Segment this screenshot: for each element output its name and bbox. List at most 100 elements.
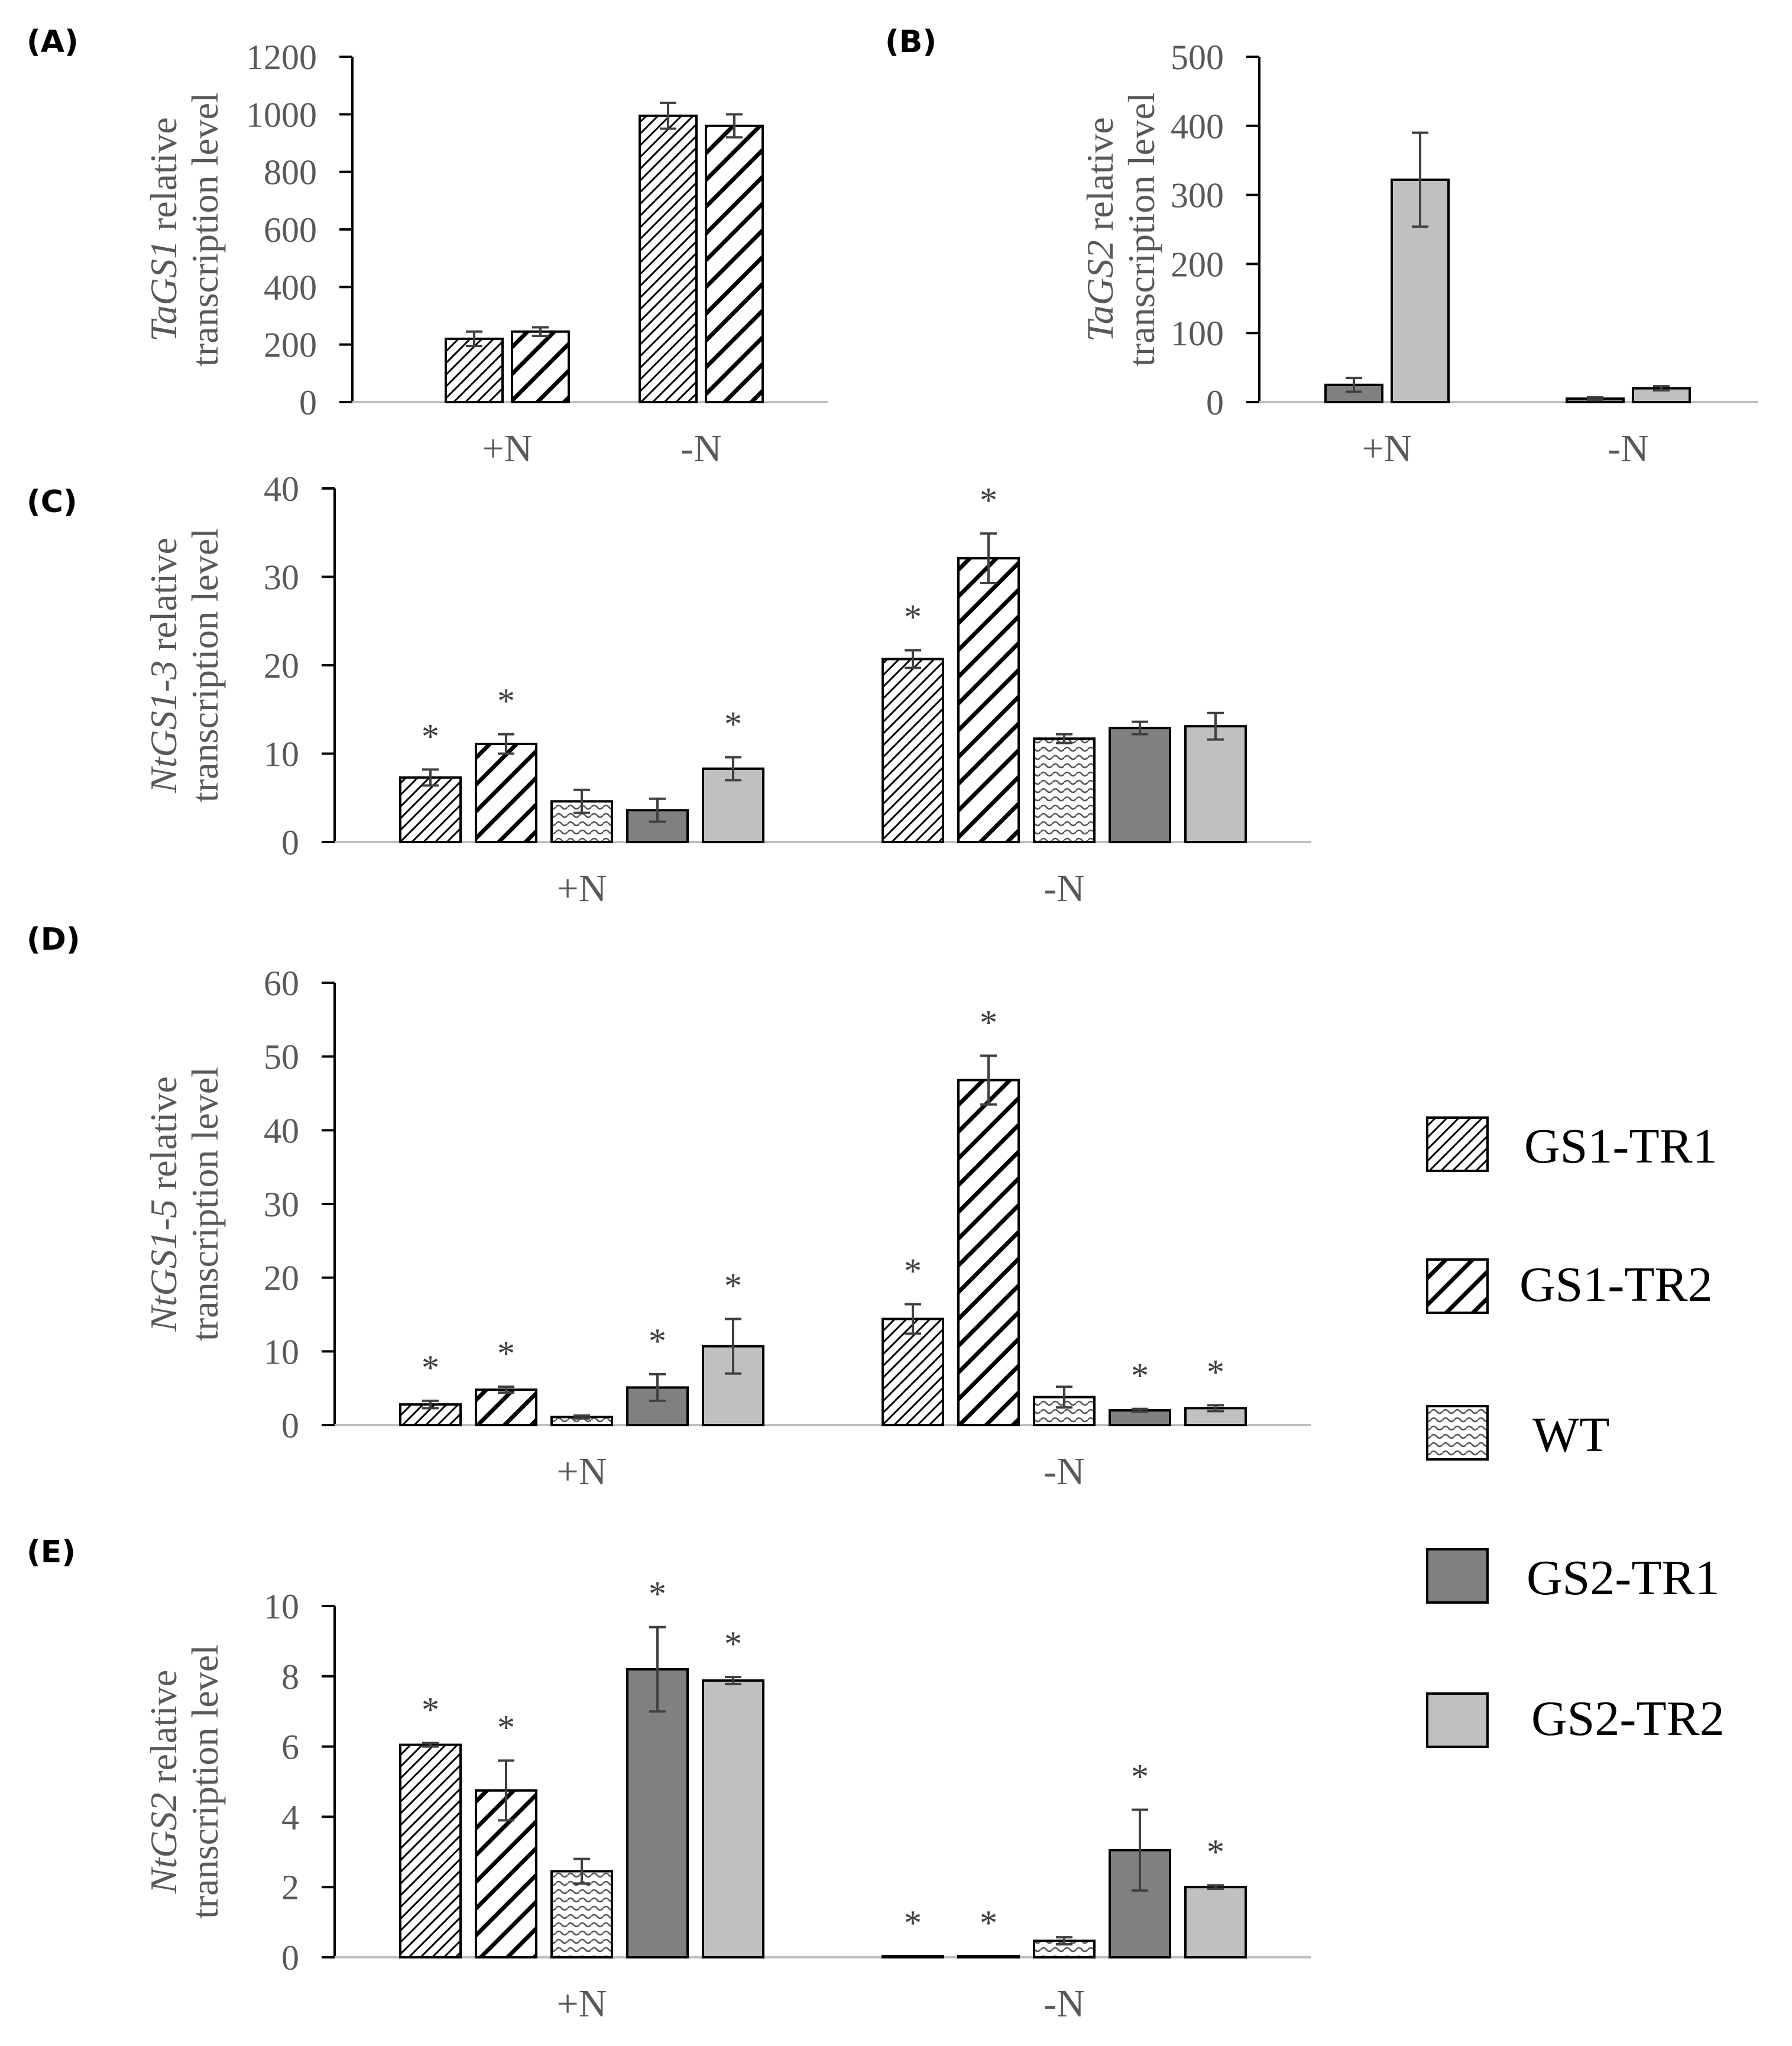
y-axis-label-line2-b: transcription level	[1120, 92, 1162, 367]
panel-b-chart: (B) TaGS2 relative transcription level 0 100…	[885, 24, 1758, 470]
panel-label-e: (E)	[27, 1534, 76, 1570]
legend-label-gs2-tr1: GS2-TR1	[1527, 1550, 1720, 1605]
bar-gs2-tr1-n	[1109, 727, 1171, 844]
panel-label-d: (D)	[27, 922, 80, 957]
y-tick-label: 2	[281, 1868, 299, 1907]
y-axis-label-line2-a: transcription level	[184, 92, 226, 367]
significance-star: *	[724, 1624, 742, 1663]
y-axis-label-line2-c: transcription level	[184, 528, 226, 802]
legend-label-gs1-tr1: GS1-TR1	[1524, 1119, 1718, 1174]
x-category-label: +N	[557, 1982, 607, 2025]
significance-star: *	[904, 1252, 922, 1291]
y-tick-label: 6	[281, 1728, 299, 1767]
bar-gs2-tr2-n	[702, 1679, 764, 1958]
x-category-label: +N	[482, 427, 533, 470]
bar-gs1-tr2-n	[475, 1388, 537, 1426]
bar-gs1-tr1-n	[639, 114, 698, 403]
bar-gs1-tr1-n	[399, 1743, 462, 1958]
panel-d-chart: (D) NtGS1-5 relative transcription level 0 1…	[27, 922, 1311, 1493]
significance-star: *	[980, 1903, 997, 1943]
bar-gs1-tr1-n	[882, 1317, 944, 1426]
bar-gs1-tr1-n	[882, 658, 944, 844]
significance-star: *	[422, 1691, 439, 1730]
y-axis-label-rest: relative	[142, 1670, 184, 1793]
panel-label-a: (A)	[27, 24, 79, 60]
bar-gs1-tr2-n	[475, 743, 537, 844]
bar-wt-n	[1033, 1940, 1096, 1959]
significance-star: *	[980, 1003, 997, 1042]
x-category-label: -N	[680, 427, 722, 470]
y-tick-label: 10	[264, 1332, 299, 1371]
y-tick-label: 0	[281, 823, 299, 862]
bar-gs1-tr2-n	[957, 1955, 1020, 1958]
y-tick-label: 40	[264, 1111, 299, 1150]
y-tick-label: 100	[1171, 314, 1224, 353]
legend-swatch-gs2-tr2	[1426, 1692, 1489, 1748]
y-tick-label: 400	[1171, 107, 1224, 146]
y-axis-gene-name: NtGS1-5	[142, 1199, 184, 1332]
significance-star: *	[497, 1708, 515, 1747]
x-category-label: -N	[1044, 1982, 1085, 2025]
y-axis-gene-name: TaGS2	[1079, 240, 1121, 342]
significance-star: *	[497, 682, 515, 721]
legend-swatch-gs1-tr2	[1426, 1258, 1489, 1314]
significance-star: *	[422, 717, 439, 756]
significance-star: *	[724, 704, 742, 743]
significance-star: *	[904, 598, 922, 637]
y-tick-label: 1000	[246, 95, 317, 134]
legend-label-gs1-tr2: GS1-TR2	[1519, 1257, 1713, 1312]
y-axis-label-rest: relative	[1079, 117, 1121, 240]
y-tick-label: 30	[264, 1185, 299, 1224]
y-tick-label: 1200	[246, 38, 317, 77]
bar-gs1-tr1-n	[882, 1955, 944, 1958]
legend: GS1-TR1 GS1-TR2 WT GS2-TR1 GS2-TR2	[1426, 1116, 1725, 1748]
panel-label-c: (C)	[27, 484, 77, 520]
significance-star: *	[1131, 1357, 1149, 1396]
y-tick-label: 60	[264, 964, 299, 1003]
significance-star: *	[1207, 1833, 1224, 1872]
y-axis-gene-name: TaGS1	[142, 240, 184, 342]
significance-star: *	[422, 1348, 439, 1387]
significance-star: *	[649, 1575, 666, 1614]
y-tick-label: 0	[281, 1406, 299, 1445]
y-axis-label-rest: relative	[142, 117, 184, 240]
significance-star: *	[1207, 1352, 1224, 1391]
bar-gs2-tr2-n	[1184, 725, 1247, 844]
y-tick-label: 20	[264, 1259, 299, 1298]
y-axis-label-a: TaGS1 relative	[142, 117, 184, 342]
y-tick-label: 600	[264, 211, 317, 250]
legend-swatch-wt	[1426, 1405, 1489, 1461]
y-tick-label: 10	[264, 735, 299, 774]
significance-star: *	[497, 1334, 515, 1373]
y-tick-label: 800	[264, 153, 317, 192]
bar-gs2-tr1-n	[626, 1668, 689, 1958]
panel-label-b: (B)	[885, 24, 936, 60]
y-tick-label: 4	[281, 1798, 299, 1837]
y-tick-label: 0	[1206, 383, 1224, 422]
significance-star: *	[724, 1266, 742, 1305]
significance-star: *	[1131, 1757, 1149, 1796]
y-tick-label: 500	[1171, 38, 1224, 77]
y-axis-gene-name: NtGS1-3	[142, 661, 184, 794]
y-tick-label: 200	[264, 326, 317, 365]
significance-star: *	[904, 1903, 922, 1943]
significance-star: *	[649, 1322, 666, 1361]
y-tick-label: 50	[264, 1038, 299, 1077]
y-axis-label-rest: relative	[142, 538, 184, 661]
y-axis-label-d: NtGS1-5 relative	[142, 1076, 184, 1332]
bar-gs1-tr2-n	[957, 1079, 1020, 1427]
x-category-label: +N	[1362, 427, 1412, 470]
y-axis-label-line2-e: transcription level	[184, 1644, 226, 1919]
bar-wt-n	[1033, 737, 1096, 843]
bar-gs1-tr2-n	[475, 1789, 537, 1959]
y-tick-label: 8	[281, 1657, 299, 1697]
bar-gs1-tr2-n	[705, 124, 764, 404]
bar-gs1-tr2-n	[957, 557, 1020, 843]
y-tick-label: 40	[264, 470, 299, 509]
y-tick-label: 10	[264, 1587, 299, 1626]
significance-star: *	[980, 481, 997, 520]
y-tick-label: 30	[264, 558, 299, 597]
legend-swatch-gs1-tr1	[1426, 1116, 1489, 1172]
panel-c-chart: (C) NtGS1-3 relative transcription level 0 1…	[27, 470, 1311, 910]
